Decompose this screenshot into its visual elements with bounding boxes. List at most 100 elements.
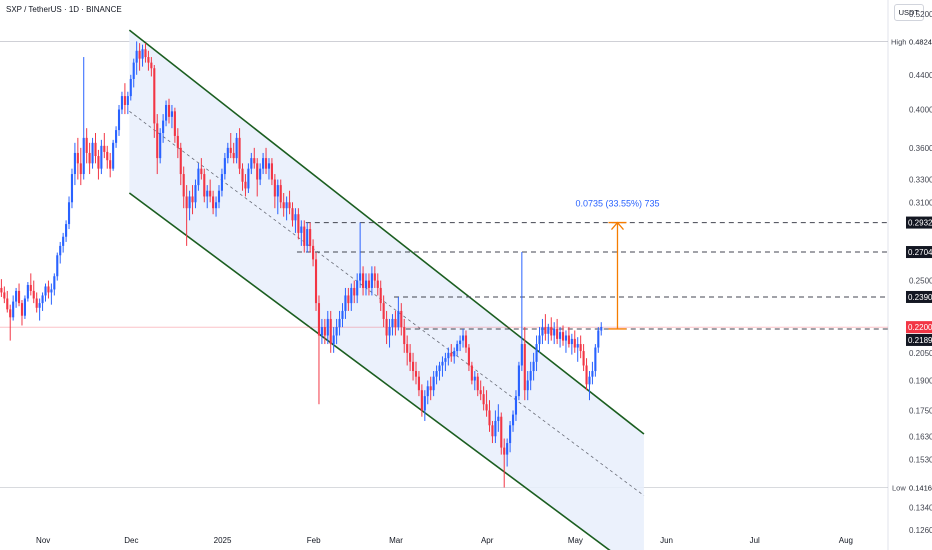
time-tick-label: May [568,536,583,545]
candle [464,335,468,348]
candle [306,229,309,246]
candle [329,318,332,345]
channel-fill [129,30,644,550]
price-tick-label: 0.2050 [909,349,932,358]
price-tick-label: 0.2500 [909,277,932,286]
candle [94,142,97,157]
channel-lower-line [128,192,611,550]
time-tick-label: Nov [36,536,50,545]
candle [226,147,229,159]
candle [41,295,44,304]
candle [62,236,65,246]
candle [50,289,53,293]
low-value: 0.1416 [909,484,932,493]
candle [370,273,373,288]
candle [588,376,591,385]
symbol-title: SXP / TetherUS · 1D · BINANCE [6,5,122,14]
candle [523,344,526,391]
candle [591,371,594,377]
candle [132,62,135,79]
candle [417,376,420,391]
candle [229,147,232,153]
candle [82,137,85,175]
candle [459,340,462,345]
candle [506,443,509,455]
candle [438,365,441,372]
candle [503,447,506,455]
candle [285,202,288,209]
candle [53,276,56,290]
candle [188,196,191,209]
candle [600,327,603,331]
candle [270,163,273,180]
candle [353,287,356,296]
low-label: Low [892,484,906,493]
candle [423,396,426,411]
candle [320,327,323,336]
candle [170,111,174,117]
candle [491,425,494,437]
candle [217,190,221,203]
currency-selector[interactable]: USDT [893,4,924,21]
channel-upper-line [128,29,645,435]
candle [253,158,256,164]
candle [356,280,359,296]
candle [556,328,559,339]
candle [497,416,500,421]
candle [250,158,253,169]
candle [20,303,24,316]
candle [485,404,488,411]
candle [153,68,156,124]
candle [367,280,371,288]
price-tick-label: 0.3300 [909,176,932,185]
candle [15,290,18,302]
level-badge-2-text: 0.2390 [908,293,932,302]
candle [400,310,403,328]
price-tick-label: 0.1750 [909,406,932,415]
candle [453,351,456,357]
candle [567,335,570,345]
candle [150,62,153,69]
candle [461,335,465,341]
candle [156,123,159,159]
candle [382,303,385,319]
candle [582,351,585,366]
candle [26,284,29,299]
level-badge-4: 0.2189 [906,333,932,346]
candle [309,229,312,246]
candle [206,190,209,197]
candle [376,280,379,288]
candle [312,245,315,260]
candle [85,137,88,153]
candle [544,327,547,334]
candle [185,196,188,209]
candle [115,130,118,143]
candle [435,371,438,377]
candle [144,49,147,58]
candle [553,328,556,336]
candle [241,168,244,182]
candle [447,352,450,359]
candle [182,174,185,197]
candle [482,394,485,405]
price-tick-label: 0.1260 [909,526,932,535]
candle [88,152,91,164]
candle [35,298,38,308]
candle [197,168,200,186]
candle [44,286,47,296]
candle [509,425,512,444]
candle [317,303,321,336]
candle [159,132,162,159]
candle [214,202,218,209]
horizontal-levels [0,222,888,330]
current-price-badge: 0.2200 [906,321,932,334]
candle [67,202,71,225]
candle [256,163,259,180]
candle [550,327,553,336]
time-axis: Nov Dec 2025 Feb Mar Apr May Jun Jul Aug [36,536,853,545]
candle [76,152,79,164]
candle [129,78,132,97]
candle [91,142,94,164]
current-price-badge-text: 0.2200 [908,323,932,332]
